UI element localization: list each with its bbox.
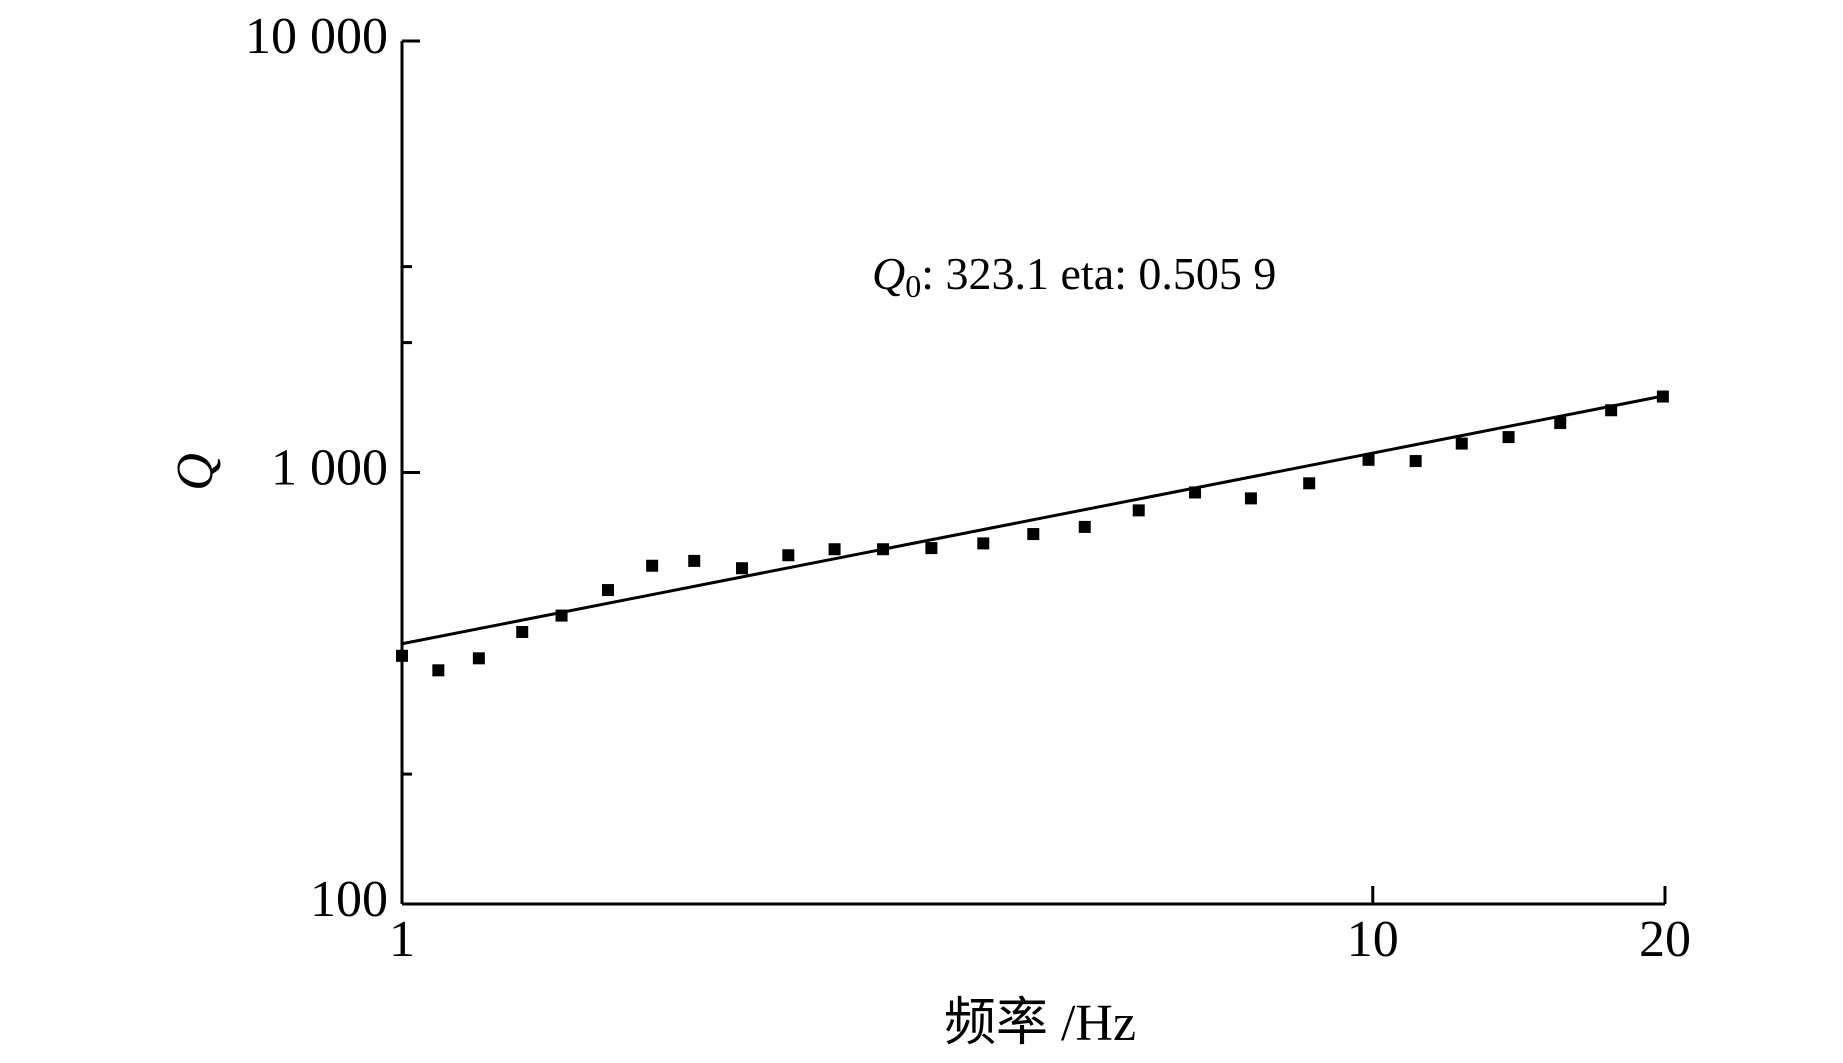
data-point: [977, 537, 990, 550]
y-tick-label: 1 000: [271, 439, 388, 496]
x-tick-label: 20: [1639, 911, 1691, 968]
data-point: [828, 543, 841, 556]
data-point: [1554, 417, 1567, 430]
annotation: Q0: 323.1 eta: 0.505 9: [872, 248, 1276, 305]
annotation-symbol: Q: [872, 248, 905, 299]
data-point: [1078, 520, 1091, 533]
x-tick-label: 10: [1347, 911, 1399, 968]
data-point: [1132, 504, 1145, 517]
annotation-subscript: 0: [905, 268, 921, 304]
fit-line: [401, 394, 1666, 646]
data-point: [1409, 455, 1422, 468]
data-point: [736, 562, 749, 575]
data-point: [601, 584, 614, 597]
x-axis-label: 频率 /Hz: [944, 995, 1136, 1052]
data-point: [1027, 528, 1040, 541]
data-point: [432, 664, 445, 677]
data-point: [472, 652, 485, 665]
y-axis-label: Q: [167, 453, 224, 491]
data-point: [1303, 477, 1316, 490]
data-point: [925, 542, 938, 555]
data-point: [1244, 492, 1257, 505]
data-point: [396, 649, 408, 662]
data-point: [646, 559, 659, 572]
y-tick-label: 100: [310, 871, 388, 928]
data-point: [1502, 431, 1515, 444]
x-tick-label: 1: [389, 911, 415, 968]
data-point: [782, 549, 795, 562]
annotation-text: : 323.1 eta: 0.505 9: [921, 248, 1276, 299]
data-point: [1362, 453, 1375, 466]
data-point: [516, 625, 529, 638]
data-point: [688, 554, 701, 567]
y-tick-label: 10 000: [245, 8, 388, 65]
data-point: [1455, 437, 1468, 450]
